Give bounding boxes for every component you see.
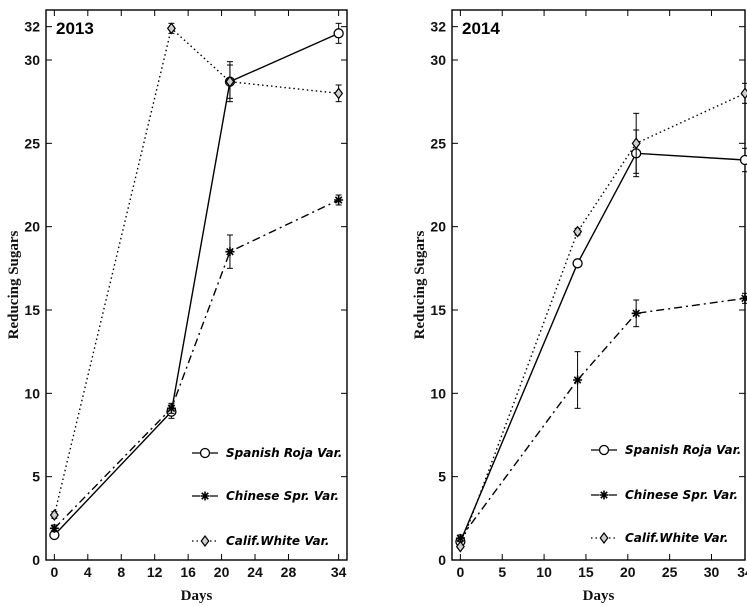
x-tick-label: 25 <box>662 564 678 580</box>
x-tick-label: 12 <box>147 564 163 580</box>
y-tick-label: 25 <box>24 135 40 151</box>
y-tick-label: 30 <box>24 52 40 68</box>
y-tick-label: 30 <box>430 52 446 68</box>
y-tick-label: 0 <box>438 552 446 568</box>
legend-label: Spanish Roja Var. <box>625 443 741 457</box>
chart-panel-2013: 0 4 8 12 16 20 24 28 34 0 5 10 15 20 25 30 32 Days Reducin… <box>6 9 348 604</box>
x-tick-label: 10 <box>536 564 552 580</box>
data-point-diamond <box>631 137 641 150</box>
data-point-circle <box>333 28 344 39</box>
y-axis-label: Reducing Sugars <box>412 230 428 339</box>
series-line <box>53 199 339 529</box>
x-tick-label: 34 <box>737 564 747 580</box>
legend-marker-star <box>200 491 210 501</box>
y-tick-label: 20 <box>24 219 40 235</box>
y-tick-label: 20 <box>430 219 446 235</box>
y-tick-label: 15 <box>24 302 40 318</box>
series-line <box>53 27 339 516</box>
panel-title: 2013 <box>56 19 94 38</box>
x-tick-label: 34 <box>331 564 347 580</box>
legend-marker-star <box>599 490 609 500</box>
data-point-diamond <box>225 75 235 88</box>
data-point-diamond <box>455 540 465 553</box>
data-point-diamond <box>49 509 59 521</box>
data-point-diamond <box>573 225 583 238</box>
x-tick-label: 15 <box>578 564 594 580</box>
series-line <box>459 152 746 542</box>
x-tick-label: 28 <box>281 564 297 580</box>
legend-marker-circle <box>598 444 610 456</box>
series-circle <box>455 129 747 547</box>
legend-label: Spanish Roja Var. <box>226 446 342 460</box>
x-tick-label: 4 <box>84 564 92 580</box>
data-point-star <box>166 403 176 413</box>
series-star <box>455 292 747 543</box>
y-tick-label: 15 <box>430 302 446 318</box>
x-tick-label: 16 <box>180 564 196 580</box>
data-point-star <box>455 533 465 543</box>
y-tick-label: 5 <box>32 469 40 485</box>
data-point-star <box>740 293 747 303</box>
y-tick-label: 32 <box>430 19 446 35</box>
legend-label: Calif.White Var. <box>625 531 728 545</box>
legend-label: Calif.White Var. <box>226 534 329 548</box>
x-axis-label: Days <box>181 588 213 604</box>
series-line <box>53 32 339 536</box>
x-tick-label: 8 <box>117 564 125 580</box>
data-point-star <box>631 308 641 318</box>
x-tick-label: 0 <box>456 564 464 580</box>
series-diamond <box>49 22 344 521</box>
data-point-diamond <box>740 87 747 100</box>
data-point-star <box>49 523 59 533</box>
legend-label: Chinese Spr. Var. <box>625 488 738 502</box>
plot-frame <box>451 9 746 561</box>
x-tick-label: 5 <box>498 564 506 580</box>
plot-frame <box>45 9 348 561</box>
series-line <box>459 92 746 547</box>
y-tick-label: 10 <box>24 385 40 401</box>
y-tick-label: 32 <box>24 19 40 35</box>
x-tick-label: 20 <box>620 564 636 580</box>
legend-marker-diamond <box>200 535 210 547</box>
series-circle <box>49 22 344 541</box>
legend-marker-circle <box>199 447 211 459</box>
y-tick-label: 0 <box>32 552 40 568</box>
data-point-circle <box>739 154 747 166</box>
legend-marker-diamond <box>599 532 609 544</box>
series-star <box>49 194 344 533</box>
x-tick-label: 0 <box>50 564 58 580</box>
data-point-circle <box>572 258 583 269</box>
y-tick-label: 5 <box>438 469 446 485</box>
data-point-star <box>225 247 235 257</box>
chart-panel-2014: 0 5 10 15 20 25 30 34 0 5 10 15 20 25 30 32 Days Reducing… <box>412 9 747 604</box>
panel-title: 2014 <box>462 19 500 38</box>
series-line <box>459 297 746 539</box>
data-point-diamond <box>166 22 176 35</box>
series-diamond <box>455 82 747 553</box>
data-point-star <box>573 375 583 385</box>
x-axis-label: Days <box>583 588 615 604</box>
y-tick-label: 10 <box>430 385 446 401</box>
x-tick-label: 20 <box>214 564 230 580</box>
y-tick-label: 25 <box>430 135 446 151</box>
x-tick-label: 30 <box>704 564 720 580</box>
x-tick-label: 24 <box>247 564 263 580</box>
legend-label: Chinese Spr. Var. <box>226 489 339 503</box>
y-axis-label: Reducing Sugars <box>6 230 22 339</box>
data-point-star <box>334 195 344 205</box>
data-point-diamond <box>334 87 344 100</box>
